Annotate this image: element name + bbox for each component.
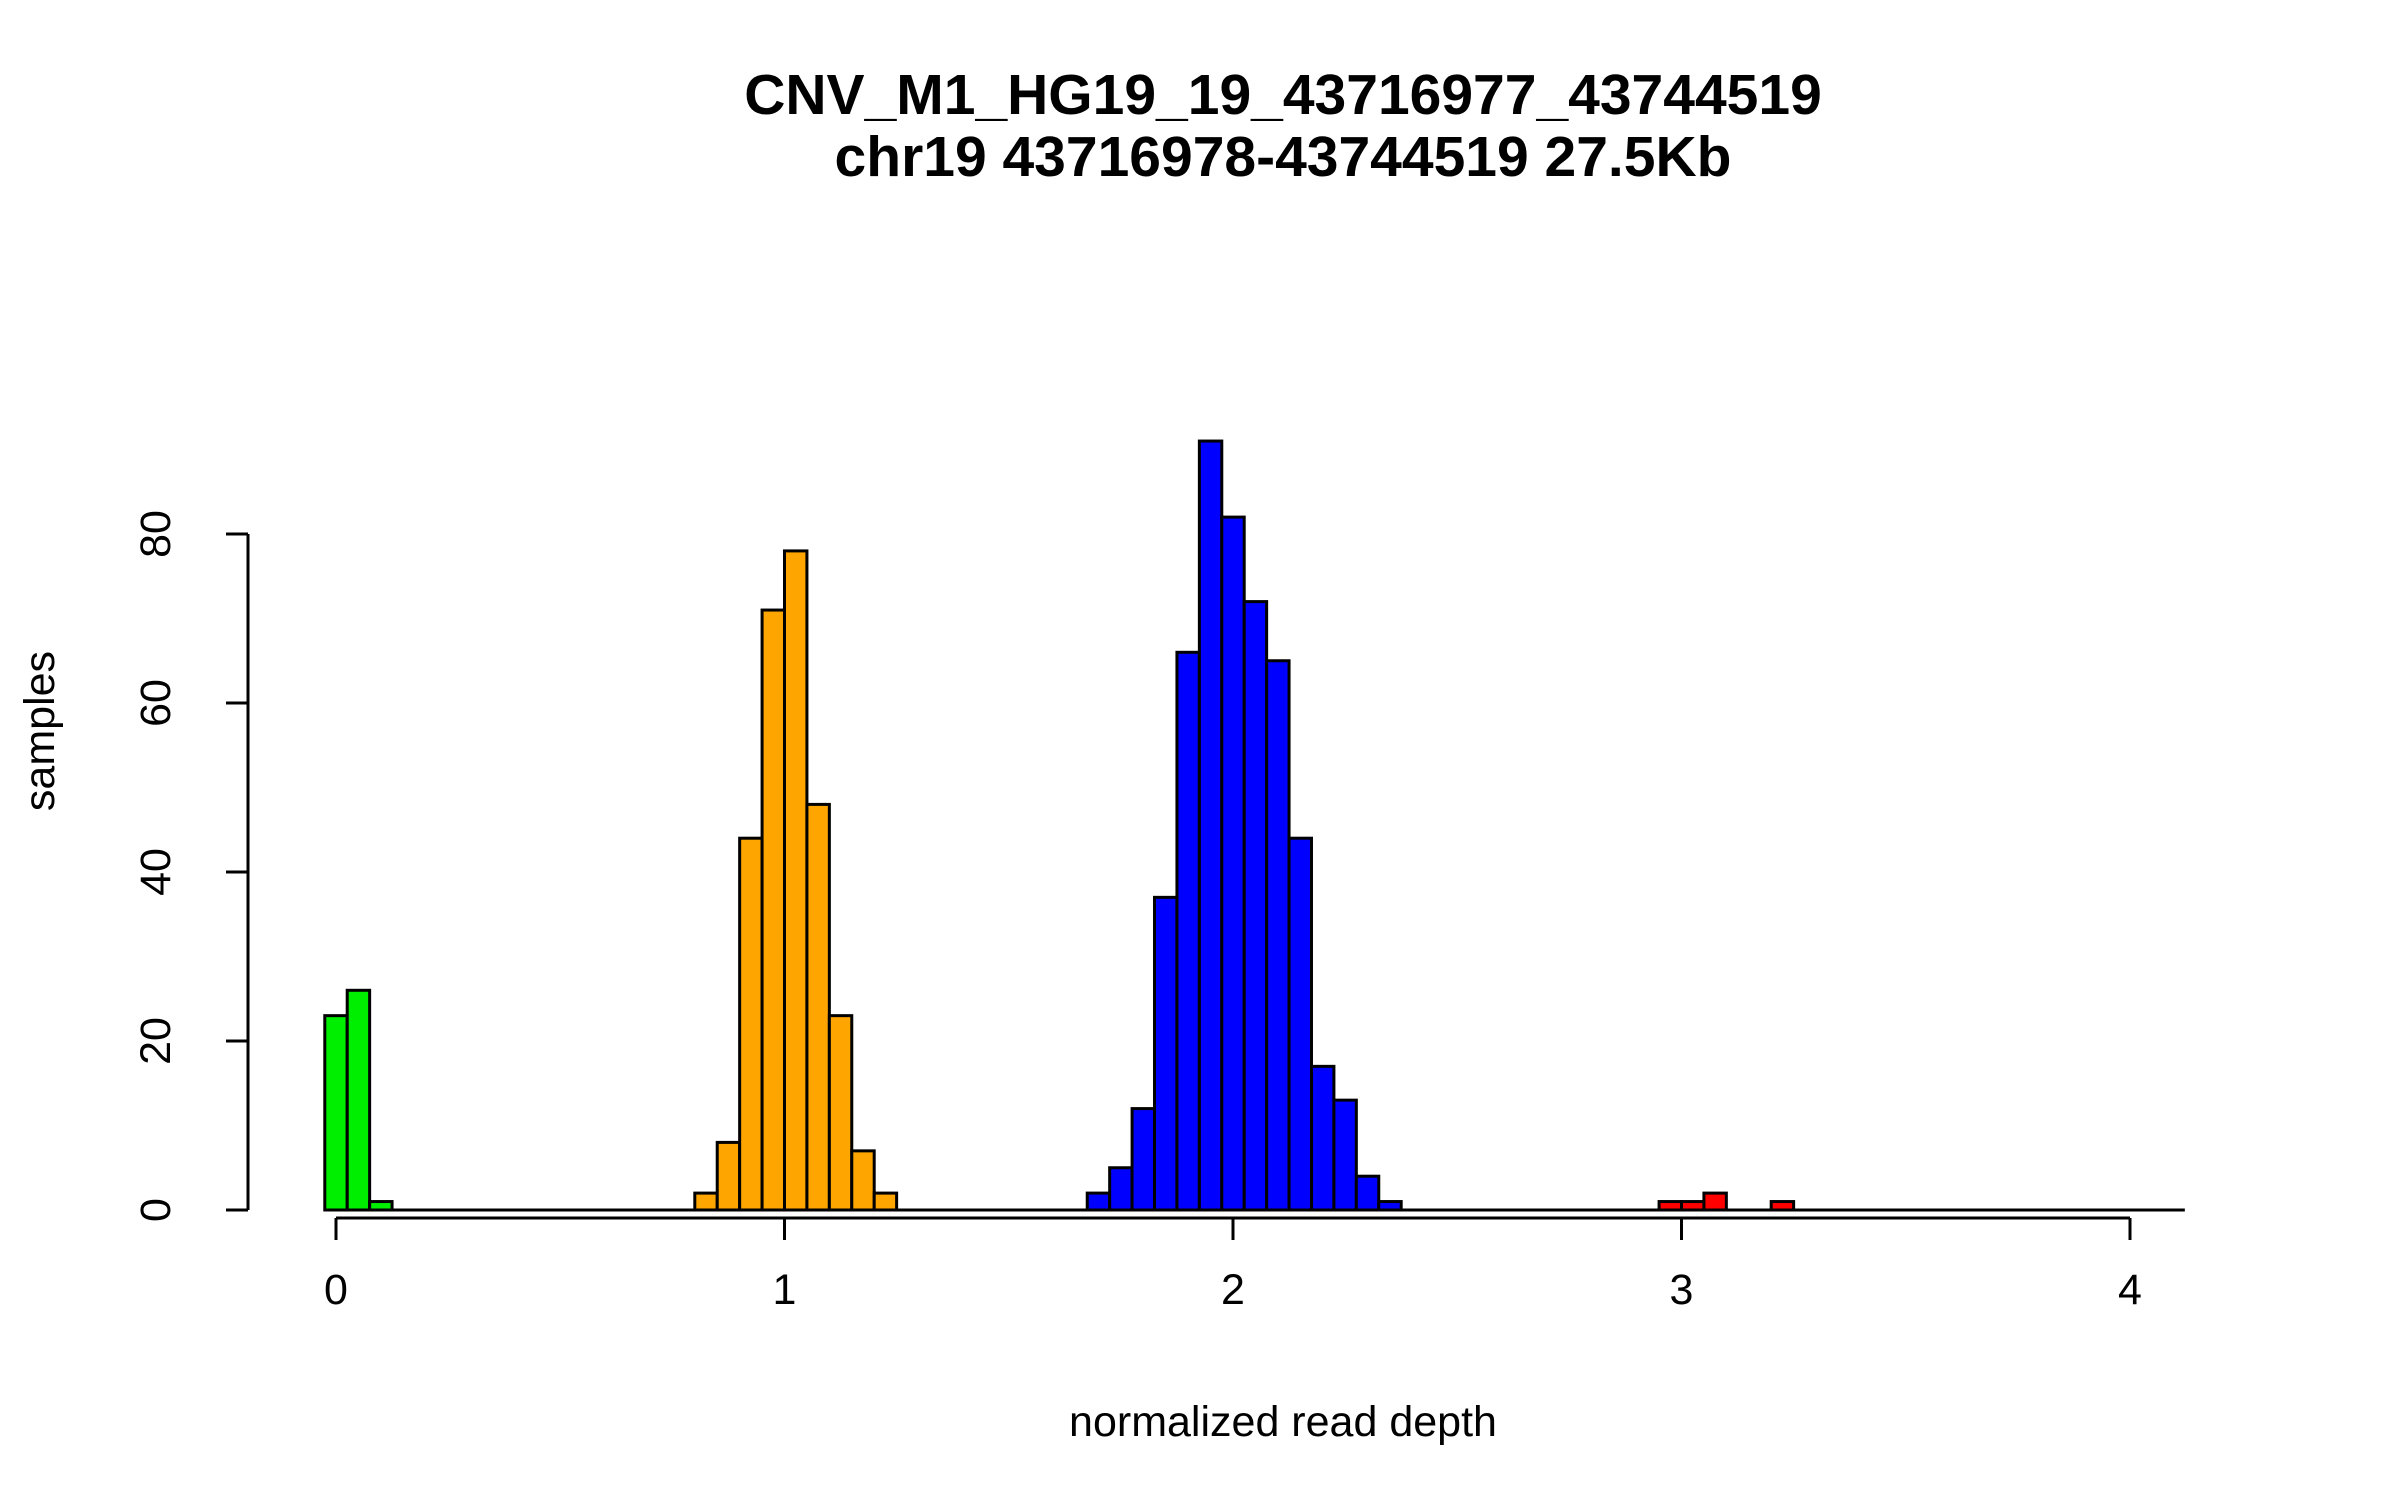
bar-series-1-bin-6 (827, 1014, 854, 1212)
x-tick-label-0: 0 (324, 1266, 348, 1314)
bar-series-2-bin-0 (1085, 1191, 1112, 1212)
x-tick-label-4: 4 (2118, 1266, 2142, 1314)
bar-series-1-bin-1 (715, 1140, 742, 1212)
bar-series-1-bin-0 (693, 1191, 719, 1212)
x-axis-label: normalized read depth (1069, 1398, 1497, 1446)
bar-series-2-bin-3 (1153, 895, 1179, 1212)
y-tick-label-20: 20 (132, 1017, 180, 1065)
x-tick-label-1: 1 (773, 1266, 797, 1314)
bar-series-2-bin-6 (1220, 515, 1246, 1212)
bar-series-2-bin-11 (1332, 1098, 1358, 1212)
bar-series-1-bin-5 (805, 802, 831, 1212)
x-tick-label-3: 3 (1670, 1266, 1694, 1314)
bar-series-2-bin-8 (1265, 659, 1291, 1212)
bar-series-1-bin-7 (850, 1149, 876, 1212)
bar-series-2-bin-2 (1130, 1107, 1157, 1212)
x-tick-label-2: 2 (1221, 1266, 1245, 1314)
bar-series-0-bin-0 (323, 1014, 349, 1212)
bar-series-2-bin-12 (1354, 1174, 1381, 1212)
bar-series-2-bin-9 (1287, 836, 1313, 1212)
chart-title: CNV_M1_HG19_19_43716977_43744519 (744, 63, 1822, 127)
x-axis: 0 1 2 3 4 (324, 1216, 2142, 1314)
bar-series-2-bin-1 (1108, 1166, 1134, 1212)
bar-series-0-bin-1 (345, 988, 372, 1212)
bar-series-2-bin-7 (1242, 600, 1269, 1212)
bar-series-2-bin-5 (1197, 439, 1224, 1212)
y-axis: 0 20 40 60 80 (132, 510, 250, 1222)
bar-series-1-bin-4 (783, 549, 809, 1212)
chart-subtitle: chr19 43716978-43744519 27.5Kb (835, 125, 1732, 189)
bar-series-1-bin-3 (760, 608, 787, 1212)
bar-series-2-bin-4 (1175, 650, 1201, 1212)
bar-series-1-bin-8 (872, 1191, 899, 1212)
bars-group (323, 439, 1796, 1212)
y-tick-label-40: 40 (132, 848, 180, 896)
bar-series-3-bin-2 (1702, 1191, 1728, 1212)
y-tick-label-0: 0 (132, 1198, 180, 1222)
y-tick-label-80: 80 (132, 510, 180, 558)
y-axis-label: samples (16, 651, 64, 811)
bar-series-1-bin-2 (738, 836, 764, 1212)
bar-series-2-bin-10 (1309, 1064, 1336, 1212)
y-tick-label-60: 60 (132, 679, 180, 727)
